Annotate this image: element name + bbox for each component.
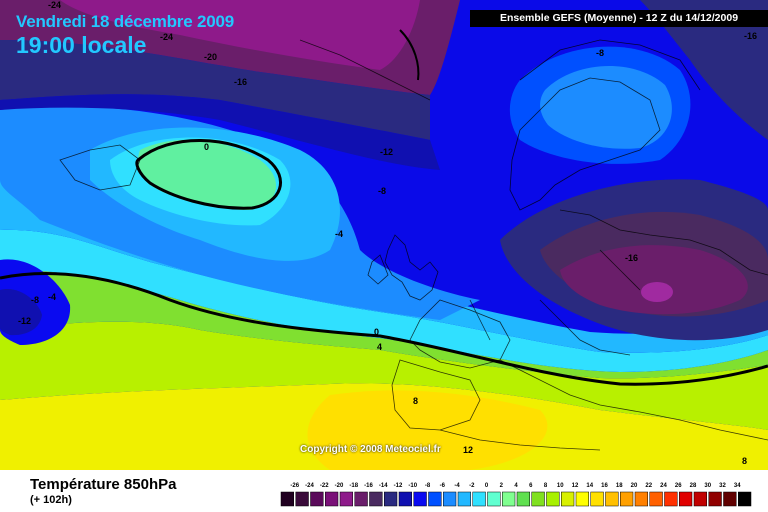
legend-tick-label: -16 <box>364 483 373 489</box>
legend-swatch <box>443 491 457 507</box>
legend-tick-label: -4 <box>454 483 460 489</box>
legend-tick-label: -18 <box>349 483 358 489</box>
legend-swatch <box>679 491 693 507</box>
legend-tick-label: 26 <box>675 483 682 489</box>
legend-swatch <box>634 491 648 507</box>
legend-tick-label: -24 <box>305 483 314 489</box>
legend-swatch <box>620 491 634 507</box>
copyright-notice: Copyright © 2008 Meteociel.fr <box>300 444 441 455</box>
contour-label: 0 <box>204 142 209 152</box>
legend-swatch <box>561 491 575 507</box>
contour-label: -16 <box>234 77 247 87</box>
legend-swatch <box>664 491 678 507</box>
legend-swatch <box>472 491 486 507</box>
legend-tick-label: 22 <box>645 483 652 489</box>
legend-swatch <box>310 491 324 507</box>
legend-swatch <box>605 491 619 507</box>
contour-label: 12 <box>463 445 473 455</box>
legend-tick-label: 4 <box>514 483 518 489</box>
legend-tick-label: 32 <box>719 483 726 489</box>
legend-swatch <box>693 491 707 507</box>
contour-label: -12 <box>18 316 31 326</box>
contour-label: -8 <box>378 186 386 196</box>
legend-tick-label: -22 <box>320 483 329 489</box>
legend-tick-label: 8 <box>544 483 548 489</box>
color-scale-legend: -26 -24 -22 -20 -18 -16 -14 -12 -10 -8 -6 -4 -2 0 2 4 6 8… <box>280 483 752 507</box>
contour-label: -16 <box>625 253 638 263</box>
legend-tick-label: -6 <box>440 483 446 489</box>
legend-swatch <box>649 491 663 507</box>
contour-label: -24 <box>48 0 61 10</box>
legend-tick-label: 24 <box>660 483 667 489</box>
contour-label: -20 <box>204 52 217 62</box>
legend-tick-label: 18 <box>616 483 623 489</box>
legend-swatch <box>487 491 501 507</box>
contour-label: -8 <box>596 48 604 58</box>
legend-swatch <box>339 491 353 507</box>
forecast-date: Vendredi 18 décembre 2009 <box>16 12 235 31</box>
legend-tick-label: 12 <box>572 483 579 489</box>
legend-swatch <box>708 491 722 507</box>
contour-label: 8 <box>413 396 418 406</box>
legend-swatch <box>590 491 604 507</box>
contour-label: -16 <box>744 31 757 41</box>
legend-tick-label: -12 <box>394 483 403 489</box>
legend-swatch <box>325 491 339 507</box>
model-run-label: Ensemble GEFS (Moyenne) - 12 Z du 14/12/… <box>470 10 768 27</box>
contour-label: -4 <box>335 229 343 239</box>
temperature-map: -24 -24 -20 -16 -12 -8 -16 0 -8 -4 -16 -… <box>0 0 768 470</box>
legend-swatch <box>354 491 368 507</box>
legend-swatch <box>575 491 589 507</box>
legend-swatch <box>457 491 471 507</box>
legend-tick-label: 20 <box>631 483 638 489</box>
contour-label: -8 <box>31 295 39 305</box>
legend-tick-label: 2 <box>500 483 504 489</box>
legend-swatch <box>738 491 752 507</box>
legend-tick-label: 30 <box>704 483 711 489</box>
contour-label: 4 <box>377 342 382 352</box>
legend-swatch <box>531 491 545 507</box>
forecast-local-time: 19:00 locale <box>16 32 147 58</box>
field-title: Température 850hPa <box>30 476 177 493</box>
contour-label: -12 <box>380 147 393 157</box>
contour-label: 0 <box>374 327 379 337</box>
legend-tick-label: 14 <box>586 483 593 489</box>
legend-tick-label: 28 <box>690 483 697 489</box>
legend-swatch <box>516 491 530 507</box>
legend-tick-label: 16 <box>601 483 608 489</box>
legend-swatch <box>502 491 516 507</box>
legend-tick-label: 10 <box>557 483 564 489</box>
legend-tick-label: -8 <box>425 483 431 489</box>
contour-labels: -24 -24 -20 -16 -12 -8 -16 0 -8 -4 -16 -… <box>18 0 757 466</box>
contour-label: 8 <box>742 456 747 466</box>
legend-tick-label: -10 <box>408 483 417 489</box>
contour-label: -4 <box>48 292 56 302</box>
legend-swatch <box>280 491 294 507</box>
legend-tick-label: -14 <box>379 483 388 489</box>
legend-swatch <box>398 491 412 507</box>
legend-tick-label: -2 <box>469 483 475 489</box>
legend-swatch <box>546 491 560 507</box>
legend-tick-label: -26 <box>290 483 299 489</box>
legend-tick-label: 6 <box>529 483 533 489</box>
legend-swatch <box>413 491 427 507</box>
legend-swatch <box>295 491 309 507</box>
legend-swatch <box>384 491 398 507</box>
lead-time: (+ 102h) <box>30 494 72 506</box>
legend-tick-label: 34 <box>734 483 741 489</box>
legend-swatch <box>428 491 442 507</box>
contour-label: -24 <box>160 32 173 42</box>
legend-swatch <box>369 491 383 507</box>
legend-swatch <box>723 491 737 507</box>
legend-tick-label: 0 <box>485 483 489 489</box>
legend-tick-label: -20 <box>335 483 344 489</box>
